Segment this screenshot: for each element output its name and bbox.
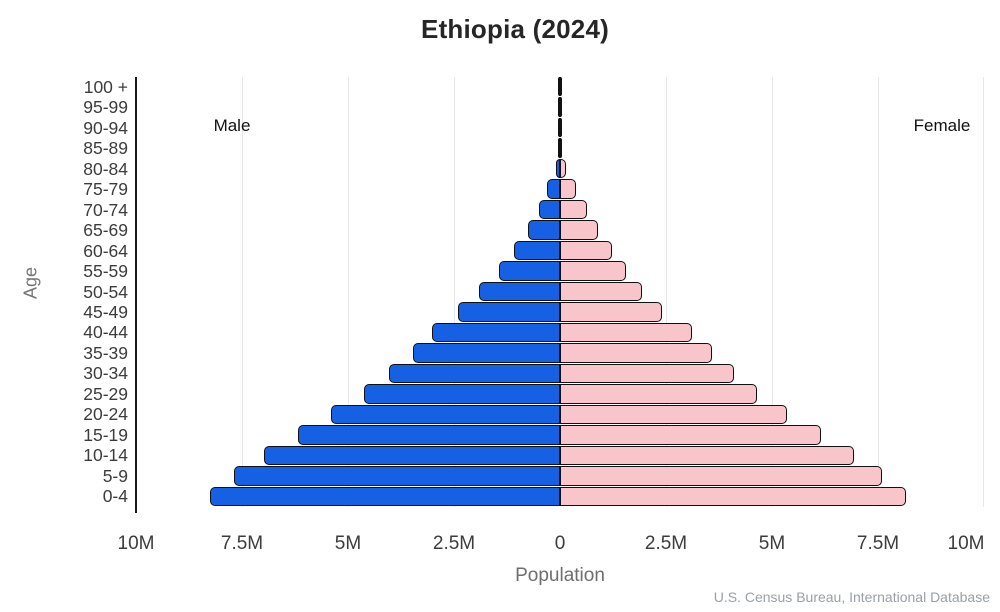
x-tick-label-2.5M-right: 2.5M [644, 533, 688, 554]
bar-female-70-74[interactable] [560, 199, 587, 220]
y-tick-label-65-69: 65-69 [83, 220, 128, 241]
gridline [454, 77, 455, 507]
bar-male-5-9[interactable] [233, 466, 560, 486]
bar-female-30-34[interactable] [560, 363, 735, 384]
bar-female-15-19[interactable] [560, 425, 822, 445]
bar-male-70-74[interactable] [538, 199, 560, 220]
y-tick-label-0-4: 0-4 [102, 486, 128, 507]
bar-male-45-49[interactable] [458, 302, 560, 322]
x-tick-label-2.5M-left: 2.5M [432, 533, 476, 554]
bar-female-50-54[interactable] [560, 281, 642, 302]
bar-male-85-89[interactable] [558, 138, 560, 158]
bar-female-85-89[interactable] [560, 138, 562, 158]
y-tick-label-45-49: 45-49 [83, 301, 128, 322]
male-series-label: Male [213, 116, 251, 135]
bar-male-100+[interactable] [558, 77, 560, 97]
gridline [242, 77, 243, 507]
x-axis-title: Population [515, 565, 605, 586]
chart-title: Ethiopia (2024) [421, 14, 609, 44]
x-tick-label-10M-right: 10M [947, 533, 985, 554]
y-tick-label-30-34: 30-34 [83, 363, 128, 384]
bar-female-95-99[interactable] [560, 97, 562, 117]
bar-female-10-14[interactable] [560, 445, 855, 466]
bar-female-80-84[interactable] [560, 158, 566, 179]
bar-male-10-14[interactable] [264, 445, 560, 466]
gridline [878, 77, 879, 507]
bar-female-20-24[interactable] [560, 404, 788, 425]
bar-female-40-44[interactable] [560, 322, 693, 343]
bar-male-55-59[interactable] [498, 261, 560, 281]
bar-male-80-84[interactable] [555, 158, 560, 179]
y-tick-label-35-39: 35-39 [83, 342, 128, 363]
bar-male-20-24[interactable] [330, 404, 560, 425]
x-tick-label-0-right: 0 [554, 533, 566, 554]
y-tick-label-25-29: 25-29 [83, 383, 128, 404]
bar-male-30-34[interactable] [388, 363, 560, 384]
bar-male-0-4[interactable] [209, 486, 560, 506]
y-tick-label-10-14: 10-14 [83, 445, 128, 466]
female-series-label: Female [913, 116, 971, 135]
bar-male-35-39[interactable] [413, 343, 560, 363]
gridline [983, 77, 984, 507]
bar-female-75-79[interactable] [560, 179, 576, 199]
y-axis-line [135, 77, 137, 513]
x-tick-label-7.5M-right: 7.5M [856, 533, 900, 554]
bar-female-65-69[interactable] [560, 220, 598, 240]
gridline [666, 77, 667, 507]
bar-female-90-94[interactable] [560, 117, 562, 138]
bar-female-60-64[interactable] [560, 240, 612, 261]
gridline [772, 77, 773, 507]
y-tick-label-55-59: 55-59 [83, 261, 128, 282]
y-tick-label-50-54: 50-54 [83, 281, 128, 302]
y-tick-label-95-99: 95-99 [83, 97, 128, 118]
bar-female-5-9[interactable] [560, 466, 883, 486]
y-tick-label-15-19: 15-19 [83, 424, 128, 445]
bar-female-25-29[interactable] [560, 384, 758, 404]
y-tick-label-60-64: 60-64 [83, 240, 128, 261]
bar-female-35-39[interactable] [560, 343, 713, 363]
bar-female-55-59[interactable] [560, 261, 626, 281]
y-tick-label-75-79: 75-79 [83, 179, 128, 200]
bar-female-100+[interactable] [560, 77, 562, 97]
gridline [348, 77, 349, 507]
y-tick-label-20-24: 20-24 [83, 404, 128, 425]
bar-male-15-19[interactable] [297, 425, 560, 445]
x-tick-label-10M-left: 10M [117, 533, 155, 554]
x-tick-label-5M-left: 5M [334, 533, 362, 554]
x-tick-label-5M-right: 5M [758, 533, 786, 554]
y-tick-label-5-9: 5-9 [102, 465, 128, 486]
bar-male-75-79[interactable] [547, 179, 560, 199]
bar-male-25-29[interactable] [364, 384, 560, 404]
bar-male-90-94[interactable] [558, 117, 560, 138]
x-tick-label-7.5M-left: 7.5M [220, 533, 264, 554]
y-tick-label-40-44: 40-44 [83, 322, 128, 343]
bar-female-0-4[interactable] [560, 486, 907, 506]
y-tick-label-85-89: 85-89 [83, 138, 128, 159]
bar-male-95-99[interactable] [558, 97, 560, 117]
y-tick-label-80-84: 80-84 [83, 158, 128, 179]
plot-area [136, 77, 984, 507]
y-tick-label-90-94: 90-94 [83, 117, 128, 138]
bar-male-65-69[interactable] [527, 220, 560, 240]
source-attribution: U.S. Census Bureau, International Databa… [713, 589, 990, 605]
bar-female-45-49[interactable] [560, 302, 662, 322]
y-tick-label-100+: 100 + [83, 76, 128, 97]
bar-male-60-64[interactable] [514, 240, 560, 261]
bar-male-50-54[interactable] [478, 281, 560, 302]
bar-male-40-44[interactable] [431, 322, 560, 343]
y-tick-label-70-74: 70-74 [83, 199, 128, 220]
